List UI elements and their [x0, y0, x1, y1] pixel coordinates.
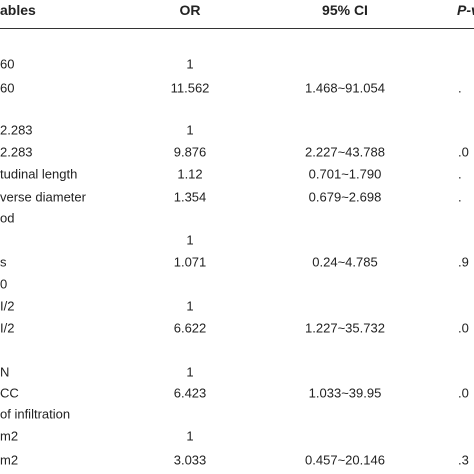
p-cell: .9: [458, 254, 469, 270]
ci-cell: 2.227~43.788: [305, 144, 385, 160]
ci-cell: 1.227~35.732: [305, 320, 385, 336]
ci-cell: 1.033~39.95: [308, 385, 382, 401]
variable-cell: verse diameter: [0, 189, 86, 205]
variable-cell: 60: [0, 80, 15, 96]
p-cell: .: [458, 189, 462, 205]
header-cell: 95% CI: [322, 2, 368, 18]
ci-cell: 0.24~4.785: [312, 254, 378, 270]
variable-cell: 2.283: [0, 122, 33, 138]
or-cell: 3.033: [173, 452, 207, 468]
or-cell: 1.354: [173, 189, 207, 205]
or-cell: 9.876: [173, 144, 207, 160]
header-rule: [0, 28, 474, 29]
p-cell: .0: [458, 144, 469, 160]
variable-cell: N: [0, 364, 10, 380]
or-cell: 1: [186, 122, 194, 138]
header-cell: OR: [179, 2, 201, 18]
ci-cell: 0.457~20.146: [305, 452, 385, 468]
or-cell: 1: [186, 428, 194, 444]
p-cell: .: [458, 80, 462, 96]
variable-cell: 60: [0, 56, 15, 72]
p-cell: .: [458, 166, 462, 182]
variable-cell: 2.283: [0, 144, 33, 160]
variable-cell: od: [0, 210, 15, 226]
variable-cell: m2: [0, 428, 19, 444]
variable-cell: tudinal length: [0, 166, 78, 182]
header-cell: P-v: [457, 2, 474, 18]
or-cell: 1.071: [173, 254, 207, 270]
or-cell: 11.562: [170, 80, 210, 96]
p-cell: .0: [458, 385, 469, 401]
or-cell: 6.423: [173, 385, 207, 401]
variable-cell: s: [0, 254, 7, 270]
or-cell: 1: [186, 232, 194, 248]
or-cell: 1: [186, 56, 194, 72]
p-cell: .3: [458, 452, 469, 468]
p-cell: .0: [458, 320, 469, 336]
variable-cell: m2: [0, 452, 19, 468]
variable-cell: 0: [0, 276, 8, 292]
or-cell: 1: [186, 298, 194, 314]
variable-cell: CC: [0, 385, 19, 401]
header-cell: ables: [0, 2, 36, 18]
or-cell: 6.622: [173, 320, 207, 336]
variable-cell: I/2: [0, 320, 15, 336]
variable-cell: I/2: [0, 298, 15, 314]
ci-cell: 0.679~2.698: [308, 189, 382, 205]
or-cell: 1: [186, 364, 194, 380]
or-cell: 1.12: [177, 166, 203, 182]
variable-cell: of infiltration: [0, 406, 71, 422]
ci-cell: 1.468~91.054: [305, 80, 385, 96]
ci-cell: 0.701~1.790: [308, 166, 382, 182]
